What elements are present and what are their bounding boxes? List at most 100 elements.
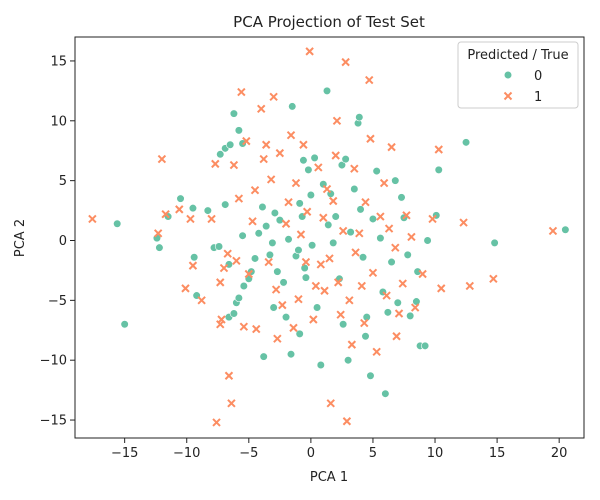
data-point-class-0 — [214, 242, 224, 251]
data-point-class-0 — [269, 303, 278, 312]
data-point-class-1 — [286, 130, 296, 140]
data-point-class-1 — [459, 218, 468, 227]
data-point-class-1 — [322, 184, 332, 194]
data-point-class-0 — [258, 202, 267, 212]
data-point-class-1 — [379, 178, 389, 188]
data-point-class-1 — [428, 214, 437, 224]
data-point-class-1 — [325, 254, 334, 263]
data-point-class-1 — [319, 213, 328, 222]
y-tick-label: 15 — [50, 54, 67, 69]
data-point-class-0 — [259, 352, 268, 361]
data-point-class-1 — [211, 159, 220, 169]
legend-marker-x — [503, 91, 513, 101]
data-point-class-1 — [333, 278, 343, 287]
data-point-class-1 — [368, 268, 378, 278]
data-point-class-0 — [324, 220, 333, 230]
data-point-class-1 — [264, 257, 273, 267]
data-point-class-0 — [299, 156, 308, 165]
data-point-class-0 — [250, 254, 260, 263]
data-point-class-1 — [376, 212, 385, 221]
data-point-class-0 — [356, 205, 365, 214]
data-point-class-0 — [238, 231, 247, 240]
data-point-class-0 — [393, 298, 402, 307]
data-point-class-1 — [326, 399, 335, 408]
data-point-class-0 — [376, 233, 385, 243]
data-point-class-0 — [423, 236, 432, 245]
data-point-class-1 — [316, 260, 326, 269]
data-point-class-0 — [221, 200, 230, 209]
data-point-class-1 — [175, 205, 184, 214]
data-point-class-1 — [345, 296, 354, 305]
x-tick-label: 15 — [489, 446, 506, 461]
legend: Predicted / True 0 1 — [457, 41, 579, 109]
data-point-class-0 — [316, 360, 325, 370]
legend-marker-circle — [503, 70, 513, 80]
data-point-class-1 — [357, 281, 366, 291]
data-point-class-0 — [368, 214, 378, 224]
data-point-class-1 — [384, 224, 394, 233]
data-point-class-0 — [358, 253, 368, 262]
data-point-class-1 — [418, 269, 427, 279]
x-tick-label: −5 — [239, 446, 258, 461]
data-point-class-1 — [161, 209, 170, 219]
y-tick-label: −10 — [40, 354, 67, 369]
data-point-class-0 — [344, 356, 353, 365]
data-point-class-0 — [406, 311, 415, 321]
data-point-class-1 — [269, 92, 278, 102]
data-point-class-0 — [234, 126, 243, 135]
x-tick-label: −10 — [173, 446, 200, 461]
data-point-class-1 — [88, 214, 97, 224]
data-point-class-1 — [227, 399, 236, 408]
data-point-class-1 — [252, 324, 261, 334]
data-point-class-1 — [407, 232, 416, 242]
chart-title: PCA Projection of Test Set — [233, 13, 425, 31]
data-point-class-1 — [266, 175, 276, 184]
data-point-class-1 — [273, 334, 282, 343]
data-point-class-0 — [275, 216, 284, 225]
data-point-class-1 — [309, 315, 318, 324]
data-point-class-1 — [361, 197, 370, 207]
data-point-class-1 — [278, 300, 287, 310]
data-point-class-1 — [275, 148, 285, 158]
data-point-class-0 — [281, 313, 291, 322]
data-point-class-1 — [382, 291, 391, 300]
data-point-class-0 — [312, 303, 322, 312]
data-point-class-0 — [381, 389, 390, 398]
y-tick-label: −15 — [40, 414, 67, 429]
data-point-class-0 — [322, 86, 332, 95]
legend-title: Predicted / True — [467, 48, 568, 63]
data-point-class-0 — [561, 225, 570, 234]
data-point-class-1 — [291, 178, 301, 188]
y-tick-label: 0 — [59, 234, 67, 249]
data-point-class-1 — [219, 263, 229, 273]
data-point-class-0 — [203, 206, 212, 215]
data-point-class-1 — [207, 214, 216, 224]
data-point-class-0 — [434, 165, 443, 174]
data-point-class-1 — [360, 318, 369, 328]
data-point-class-0 — [113, 219, 122, 228]
data-point-class-1 — [314, 163, 323, 172]
y-tick-label: 10 — [50, 114, 67, 129]
data-point-class-1 — [437, 284, 446, 293]
data-point-class-1 — [402, 211, 411, 220]
data-point-class-0 — [339, 320, 348, 329]
data-point-class-0 — [270, 208, 279, 218]
data-point-class-0 — [397, 193, 406, 202]
data-point-class-0 — [216, 150, 225, 159]
data-point-class-1 — [372, 347, 381, 357]
data-point-class-1 — [188, 261, 198, 270]
data-point-class-0 — [190, 253, 199, 262]
data-point-class-0 — [254, 229, 263, 238]
data-point-class-0 — [304, 165, 313, 174]
data-point-class-0 — [372, 166, 381, 176]
data-point-class-0 — [286, 350, 296, 359]
data-point-class-0 — [229, 309, 239, 318]
data-point-class-1 — [398, 279, 407, 288]
data-point-class-1 — [394, 309, 404, 318]
data-point-class-0 — [355, 113, 364, 122]
data-point-class-0 — [188, 204, 198, 213]
data-point-class-1 — [229, 160, 239, 170]
data-point-class-1 — [548, 226, 558, 236]
data-point-class-1 — [331, 151, 340, 160]
data-point-class-0 — [234, 293, 243, 303]
